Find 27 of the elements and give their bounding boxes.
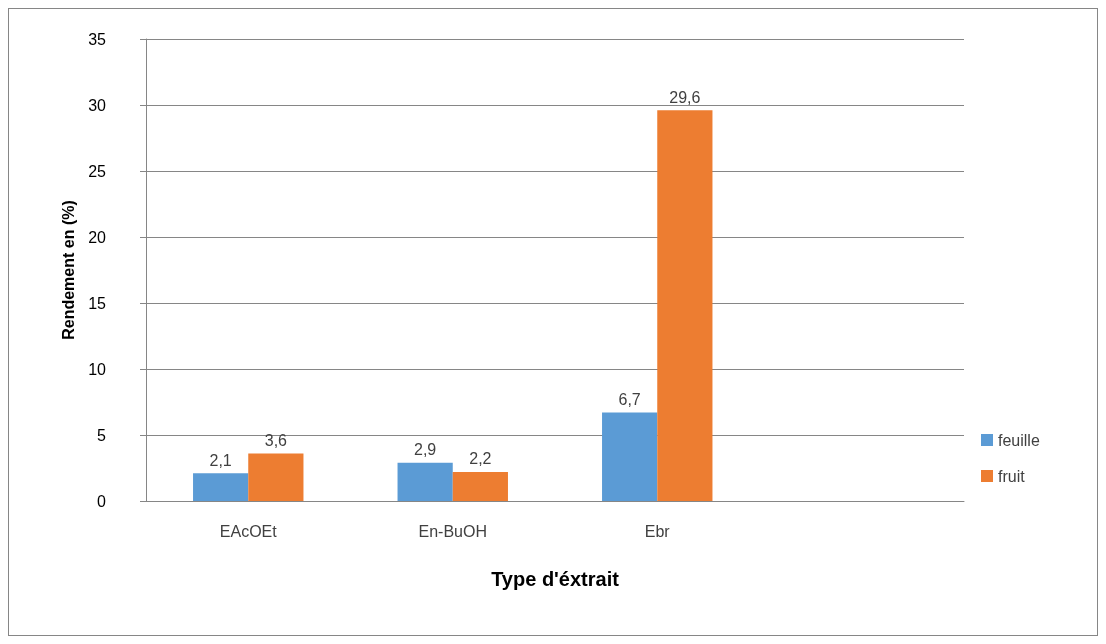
bar	[248, 453, 304, 501]
y-tick-label: 5	[97, 426, 107, 444]
y-tick-label: 25	[88, 162, 107, 180]
data-label: 3,6	[264, 431, 288, 449]
data-label: 2,9	[414, 441, 437, 459]
y-tick-label: 20	[88, 228, 107, 246]
bar	[397, 462, 453, 501]
y-axis-title: Rendement en (%)	[59, 200, 77, 340]
data-label: 2,2	[469, 450, 492, 468]
data-label: 2,1	[209, 451, 232, 469]
x-tick-label: EAcOEt	[219, 522, 278, 540]
x-tick-label: En-BuOH	[418, 522, 487, 540]
y-tick-label: 30	[88, 96, 107, 114]
y-tick-label: 0	[97, 492, 107, 510]
bar	[602, 412, 658, 501]
y-tick-label: 35	[88, 30, 107, 48]
x-axis-title: Type d'éxtrait	[491, 568, 620, 590]
bar	[452, 471, 508, 501]
x-tick-label: Ebr	[644, 522, 671, 540]
bar	[193, 473, 249, 501]
data-label: 6,7	[618, 391, 641, 409]
y-tick-label: 15	[88, 294, 107, 312]
y-tick-label: 10	[88, 360, 107, 378]
legend-label: fruit	[998, 467, 1026, 485]
bar	[657, 110, 713, 501]
legend-label: feuille	[998, 431, 1040, 449]
data-label: 29,6	[669, 88, 701, 106]
